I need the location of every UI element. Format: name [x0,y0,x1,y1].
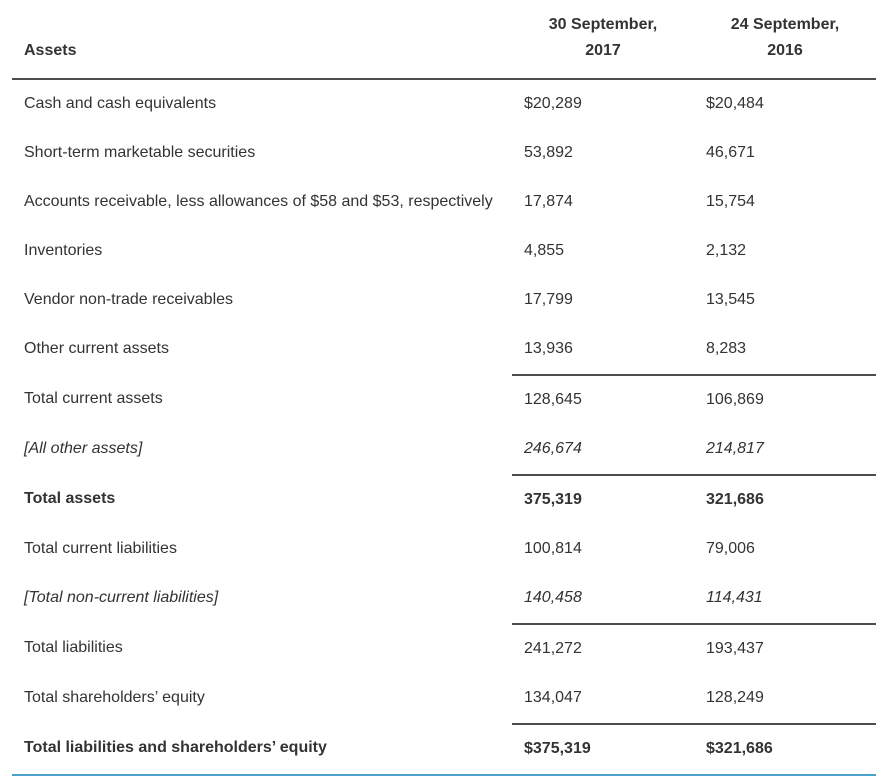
table-header-row: Assets 30 September, 2017 24 September, … [12,0,876,80]
row-label: Total liabilities and shareholders’ equi… [12,724,512,776]
value-2017: 246,674 [524,440,582,457]
column-header-2017-line1: 30 September, [548,16,658,33]
value-2017: $375,319 [512,723,694,776]
row-label: Total liabilities [24,639,123,656]
value-2016: $20,484 [706,95,764,112]
value-2016: 13,545 [706,291,755,308]
row-label: Total current liabilities [24,540,177,557]
value-2017: 140,458 [524,589,582,606]
value-2017: 17,799 [524,291,573,308]
table-row-shareholders-equity: Total shareholders’ equity 134,047 128,2… [12,674,876,724]
balance-sheet-table: Assets 30 September, 2017 24 September, … [12,0,876,776]
column-header-2017-line2: 2017 [585,42,621,59]
value-2016: 321,686 [694,474,876,525]
value-2017: 241,272 [512,623,694,674]
value-2017: 375,319 [512,474,694,525]
column-header-2016: 24 September, 2016 [694,0,876,80]
row-label: Other current assets [24,340,169,357]
value-2017: 100,814 [524,540,582,557]
row-label: Total shareholders’ equity [24,689,205,706]
value-2016: 46,671 [706,144,755,161]
table-row-total-liabilities: Total liabilities 241,272 193,437 [12,623,876,674]
value-2017: 4,855 [524,242,565,259]
value-2016: 79,006 [706,540,755,557]
value-2017: $20,289 [524,95,582,112]
value-2016: 8,283 [706,340,747,357]
value-2017: 134,047 [524,689,582,706]
value-2017: 17,874 [524,193,573,210]
table-row-accounts-receivable: Accounts receivable, less allowances of … [12,178,876,227]
row-label: Total current assets [24,390,163,407]
value-2016: 2,132 [706,242,747,259]
table-row-cash: Cash and cash equivalents $20,289 $20,48… [12,79,876,129]
table-row-total-current-liabilities: Total current liabilities 100,814 79,006 [12,525,876,574]
table-row-vendor-receivables: Vendor non-trade receivables 17,799 13,5… [12,276,876,325]
value-2016: $321,686 [694,723,876,776]
table-row-marketable-securities: Short-term marketable securities 53,892 … [12,129,876,178]
row-label: Inventories [24,242,103,259]
row-label: [All other assets] [24,440,143,457]
value-2016: 193,437 [694,623,876,674]
row-label: Cash and cash equivalents [24,95,217,112]
value-2017: 128,645 [512,374,694,425]
table-row-total-assets: Total assets 375,319 321,686 [12,474,876,525]
table-row-inventories: Inventories 4,855 2,132 [12,227,876,276]
table-row-total-liabilities-and-equity: Total liabilities and shareholders’ equi… [12,723,876,776]
table-row-all-other-assets: [All other assets] 246,674 214,817 [12,425,876,475]
value-2016: 15,754 [706,193,755,210]
row-label: Short-term marketable securities [24,144,256,161]
assets-header: Assets [12,0,512,80]
table-row-other-current-assets: Other current assets 13,936 8,283 [12,325,876,375]
column-header-2016-line2: 2016 [767,42,803,59]
value-2016: 214,817 [706,440,764,457]
value-2017: 53,892 [524,144,573,161]
row-label: Vendor non-trade receivables [24,291,234,308]
column-header-2017: 30 September, 2017 [512,0,694,80]
table-row-non-current-liabilities: [Total non-current liabilities] 140,458 … [12,574,876,624]
value-2017: 13,936 [524,340,573,357]
value-2016: 114,431 [706,589,763,606]
value-2016: 106,869 [694,374,876,425]
table-row-total-current-assets: Total current assets 128,645 106,869 [12,374,876,425]
row-label: Accounts receivable, less allowances of … [24,193,493,210]
row-label: Total assets [24,490,116,507]
value-2016: 128,249 [706,689,764,706]
row-label: [Total non-current liabilities] [24,589,219,606]
column-header-2016-line1: 24 September, [730,16,840,33]
